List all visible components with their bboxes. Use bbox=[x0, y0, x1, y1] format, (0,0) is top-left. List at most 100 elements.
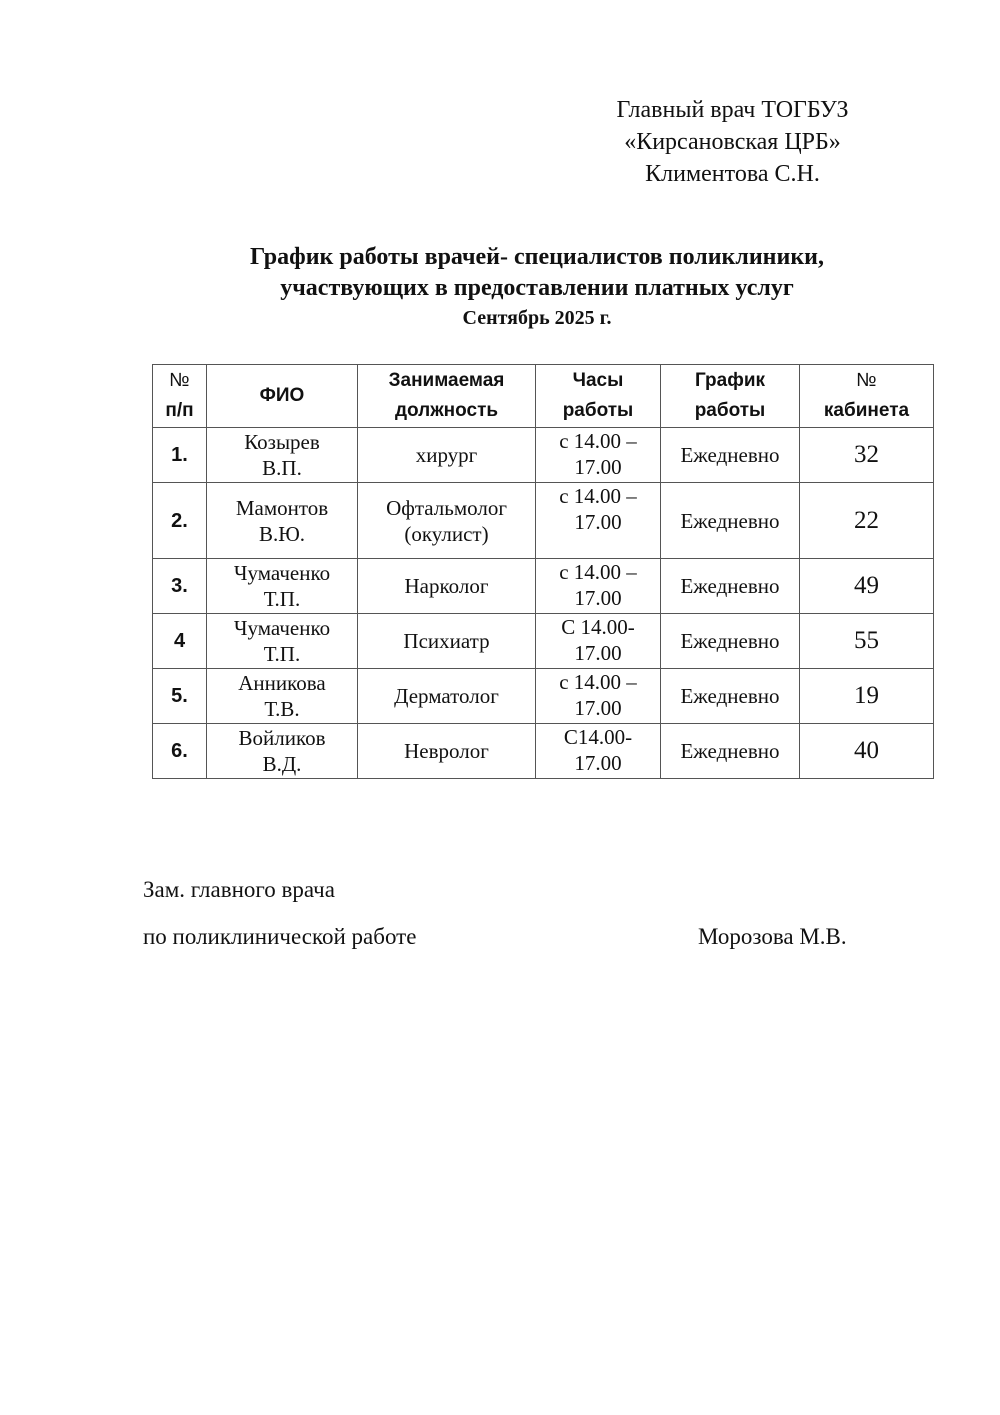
cell-position-line: Офтальмолог bbox=[386, 495, 507, 520]
cell-hours-line: 17.00 bbox=[574, 751, 622, 775]
cell-num: 3. bbox=[152, 558, 207, 614]
cell-hours: с 14.00 –17.00 bbox=[535, 668, 661, 724]
document-title: График работы врачей- специалистов полик… bbox=[137, 242, 937, 304]
cell-name-line: Чумаченко bbox=[233, 561, 331, 585]
cell-num: 2. bbox=[152, 482, 207, 559]
signature-role-line2: по поликлинической работе bbox=[143, 924, 417, 949]
cell-name-line: Т.В. bbox=[264, 697, 300, 721]
cell-hours-line: с 14.00 – bbox=[559, 560, 637, 584]
cell-hours-line: С 14.00- bbox=[561, 615, 635, 639]
table-row: 4 Чумаченко Т.П. Психиатр С 14.00- 17.00 Ежедн… bbox=[152, 613, 934, 669]
header-position-bottom: должность bbox=[394, 400, 499, 421]
cell-hours-line: 17.00 bbox=[574, 586, 622, 610]
cell-name-line: Анникова bbox=[238, 671, 326, 695]
header-hours-top: Часы bbox=[572, 370, 624, 391]
cell-hours-line: 17.00 bbox=[574, 455, 622, 479]
approval-line: «Кирсановская ЦРБ» bbox=[624, 129, 841, 155]
cell-schedule: Ежедневно bbox=[660, 558, 800, 614]
cell-cabinet: 55 bbox=[799, 613, 934, 669]
cell-position: Дерматолог bbox=[357, 668, 536, 724]
cell-name-line: Чумаченко bbox=[233, 616, 331, 640]
table-row: 3. Чумаченко Т.П. Нарколог с 14.00 –17.00 Еже… bbox=[152, 558, 934, 614]
header-num-top: № bbox=[169, 370, 190, 391]
cell-position: Невролог bbox=[357, 723, 536, 779]
cell-cabinet: 49 bbox=[799, 558, 934, 614]
header-schedule-top: График bbox=[694, 370, 766, 391]
cell-hours: с 14.00 –17.00 bbox=[535, 427, 661, 483]
cell-hours: С 14.00- 17.00 bbox=[535, 613, 661, 669]
approval-block: Главный врач ТОГБУЗ «Кирсановская ЦРБ» К… bbox=[560, 94, 905, 190]
cell-schedule: Ежедневно bbox=[660, 723, 800, 779]
cell-name-line: Мамонтов bbox=[235, 495, 329, 520]
cell-name-line: Т.П. bbox=[263, 642, 301, 666]
cell-name: Чумаченко Т.П. bbox=[206, 613, 358, 669]
header-position-top: Занимаемая bbox=[388, 370, 505, 391]
table-row: 6. Войликов В.Д. Невролог С14.00- 17.00 Ежедне… bbox=[152, 723, 934, 779]
cell-position-line: Нарколог bbox=[404, 574, 489, 598]
cell-schedule: Ежедневно bbox=[660, 427, 800, 483]
cell-cabinet: 19 bbox=[799, 668, 934, 724]
signature-name: Морозова М.В. bbox=[698, 924, 847, 949]
cell-hours: С14.00- 17.00 bbox=[535, 723, 661, 779]
cell-name: Чумаченко Т.П. bbox=[206, 558, 358, 614]
cell-hours-line: с 14.00 – bbox=[559, 429, 637, 453]
header-cabinet-top: № bbox=[856, 370, 877, 391]
cell-schedule: Ежедневно bbox=[660, 613, 800, 669]
header-num: № п/п bbox=[152, 364, 207, 428]
header-hours: Часы работы bbox=[535, 364, 661, 428]
schedule-table: № п/п ФИО Занимаемая должность Часы работы … bbox=[152, 364, 934, 779]
cell-name-line: Войликов bbox=[238, 726, 326, 750]
cell-hours-line: 17.00 bbox=[574, 696, 622, 720]
cell-hours-line: С14.00- bbox=[563, 725, 633, 749]
cell-name: Козырев В.П. bbox=[206, 427, 358, 483]
approval-line: Климентова С.Н. bbox=[645, 161, 820, 187]
cell-hours-line: 17.00 bbox=[574, 510, 622, 534]
cell-position-line: Невролог bbox=[404, 739, 489, 763]
title-line: График работы врачей- специалистов полик… bbox=[250, 244, 824, 270]
cell-hours: с 14.00 –17.00 bbox=[535, 482, 661, 559]
cell-name-line: В.П. bbox=[262, 456, 302, 480]
cell-position-line: (окулист) bbox=[404, 521, 489, 546]
header-schedule-bottom: работы bbox=[694, 400, 766, 421]
cell-num: 5. bbox=[152, 668, 207, 724]
header-name: ФИО bbox=[206, 364, 358, 428]
cell-position: хирург bbox=[357, 427, 536, 483]
cell-position: Психиатр bbox=[357, 613, 536, 669]
header-num-bottom: п/п bbox=[165, 400, 194, 421]
cell-position: Офтальмолог (окулист) bbox=[357, 482, 536, 559]
cell-num: 1. bbox=[152, 427, 207, 483]
cell-name: Анникова Т.В. bbox=[206, 668, 358, 724]
cell-schedule: Ежедневно bbox=[660, 482, 800, 559]
cell-position-line: Психиатр bbox=[403, 629, 490, 653]
cell-hours-line: с 14.00 – bbox=[559, 484, 637, 508]
cell-position: Нарколог bbox=[357, 558, 536, 614]
header-hours-bottom: работы bbox=[562, 400, 634, 421]
cell-name-line: В.Ю. bbox=[258, 521, 306, 546]
cell-name: Войликов В.Д. bbox=[206, 723, 358, 779]
cell-num: 4 bbox=[152, 613, 207, 669]
cell-position-line: хирург bbox=[415, 443, 478, 467]
cell-num: 6. bbox=[152, 723, 207, 779]
cell-position-line: Дерматолог bbox=[394, 684, 499, 708]
header-schedule: График работы bbox=[660, 364, 800, 428]
cell-name-line: Т.П. bbox=[263, 587, 301, 611]
cell-hours: с 14.00 –17.00 bbox=[535, 558, 661, 614]
cell-hours-line: с 14.00 – bbox=[559, 670, 637, 694]
table-body: 1. Козырев В.П. хирург с 14.00 –17.00 Ежеднев… bbox=[152, 427, 934, 779]
header-position: Занимаемая должность bbox=[357, 364, 536, 428]
cell-cabinet: 40 bbox=[799, 723, 934, 779]
table-row: 1. Козырев В.П. хирург с 14.00 –17.00 Ежеднев… bbox=[152, 427, 934, 483]
table-row: 5. Анникова Т.В. Дерматолог с 14.00 –17.00 Еж… bbox=[152, 668, 934, 724]
cell-name-line: Козырев bbox=[244, 430, 320, 454]
table-row: 2. Мамонтов В.Ю. Офтальмолог (окулист) с 14.0… bbox=[152, 482, 934, 559]
cell-cabinet: 22 bbox=[799, 482, 934, 559]
approval-line: Главный врач ТОГБУЗ bbox=[616, 97, 849, 123]
document-subtitle: Сентябрь 2025 г. bbox=[462, 307, 612, 329]
title-line: участвующих в предоставлении платных усл… bbox=[280, 275, 794, 301]
header-cabinet-bottom: кабинета bbox=[823, 400, 910, 421]
cell-name: Мамонтов В.Ю. bbox=[206, 482, 358, 559]
signature-role-line1: Зам. главного врача bbox=[143, 877, 335, 902]
table-header-row: № п/п ФИО Занимаемая должность Часы работы … bbox=[152, 364, 934, 428]
cell-cabinet: 32 bbox=[799, 427, 934, 483]
